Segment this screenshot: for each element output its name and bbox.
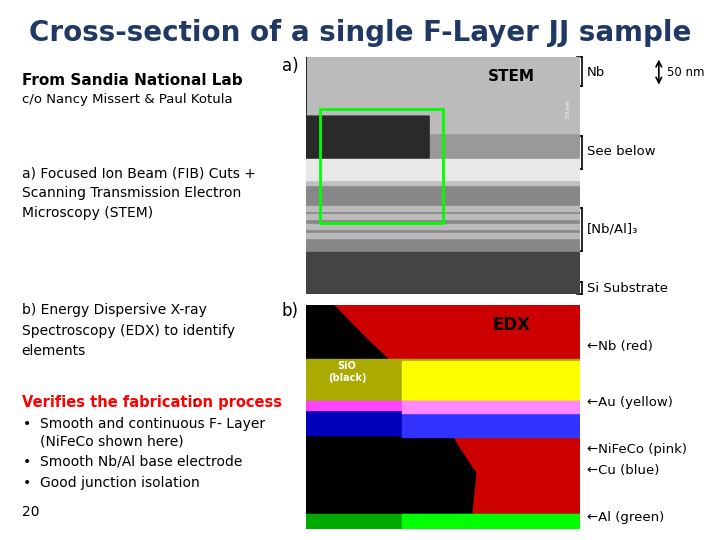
Bar (306, 179, 580, 185)
Text: :: : (191, 395, 196, 410)
Text: ←Au (yellow): ←Au (yellow) (587, 396, 672, 409)
Text: ←Nb (red): ←Nb (red) (587, 340, 652, 353)
Text: b) Energy Dispersive X-ray
Spectroscopy (EDX) to identify
elements: b) Energy Dispersive X-ray Spectroscopy … (22, 303, 235, 357)
Text: a) Focused Ion Beam (FIB) Cuts +
Scanning Transmission Electron
Microscopy (STEM: a) Focused Ion Beam (FIB) Cuts + Scannin… (22, 166, 256, 220)
Bar (402, 408, 580, 437)
Bar (306, 214, 580, 219)
Bar (306, 408, 580, 435)
Text: STEM: STEM (487, 69, 535, 84)
Text: •: • (23, 476, 31, 490)
Text: •: • (23, 417, 31, 431)
Text: b): b) (282, 302, 299, 320)
Text: (NiFeCo shown here): (NiFeCo shown here) (40, 434, 183, 448)
Text: •: • (23, 455, 31, 469)
Text: ←NiFeCo (pink): ←NiFeCo (pink) (587, 443, 687, 456)
Bar (306, 224, 580, 229)
Text: 20: 20 (22, 505, 39, 519)
Bar (320, 109, 443, 223)
Text: ←Al (green): ←Al (green) (587, 511, 664, 524)
Bar (306, 401, 580, 410)
Bar (306, 159, 580, 180)
Text: Smooth Nb/Al base electrode: Smooth Nb/Al base electrode (40, 455, 242, 469)
Text: a): a) (282, 57, 299, 75)
Bar (306, 514, 580, 529)
Text: 50 nm: 50 nm (566, 100, 571, 118)
Bar (402, 361, 580, 401)
Bar (306, 252, 580, 294)
Bar (306, 57, 580, 133)
Text: See below: See below (587, 145, 655, 158)
Text: [Nb/Al]₃: [Nb/Al]₃ (587, 223, 638, 236)
Polygon shape (306, 305, 476, 529)
Bar (402, 401, 580, 413)
Text: EDX: EDX (492, 316, 530, 334)
Text: SiO
(black): SiO (black) (328, 361, 366, 383)
Bar (306, 180, 580, 252)
Text: Nb: Nb (587, 66, 605, 79)
Bar (306, 206, 580, 211)
Text: Cross-section of a single F-Layer JJ sample: Cross-section of a single F-Layer JJ sam… (29, 19, 691, 47)
Bar (402, 514, 580, 529)
Polygon shape (306, 57, 429, 180)
Text: From Sandia National Lab: From Sandia National Lab (22, 73, 242, 88)
Text: 50 nm: 50 nm (667, 66, 705, 79)
Bar (306, 359, 580, 404)
Text: c/o Nancy Missert & Paul Kotula: c/o Nancy Missert & Paul Kotula (22, 93, 233, 106)
Bar (306, 233, 580, 239)
Text: Si Substrate: Si Substrate (587, 282, 668, 295)
Text: Good junction isolation: Good junction isolation (40, 476, 199, 490)
Text: ←Cu (blue): ←Cu (blue) (587, 464, 660, 477)
Text: Smooth and continuous F- Layer: Smooth and continuous F- Layer (40, 417, 265, 431)
Text: Verifies the fabrication process: Verifies the fabrication process (22, 395, 282, 410)
